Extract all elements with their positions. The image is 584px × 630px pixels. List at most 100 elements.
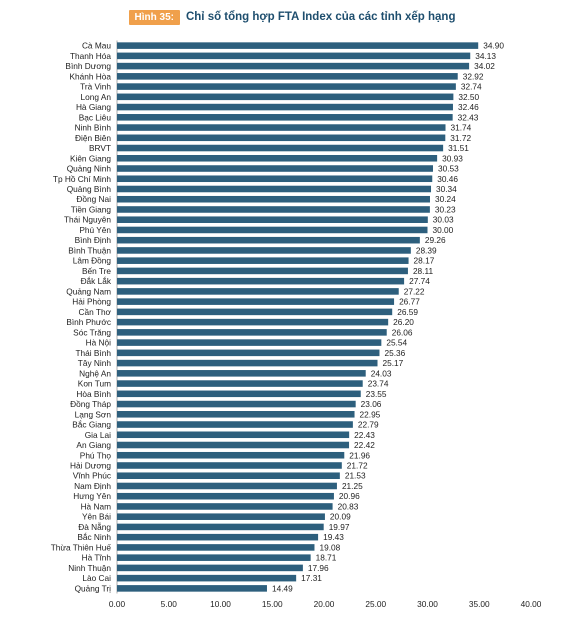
- bar: [117, 134, 446, 142]
- data-label: 30.23: [435, 204, 456, 214]
- data-label: 21.96: [349, 450, 370, 460]
- bar: [117, 482, 337, 490]
- category-label: Trà Vinh: [80, 82, 111, 92]
- data-label: 30.03: [433, 215, 454, 225]
- x-tick-label: 20.00: [314, 599, 335, 609]
- bar: [117, 257, 409, 264]
- bar: [117, 380, 363, 387]
- category-label: Đắk Lắk: [81, 276, 112, 286]
- x-tick-label: 15.00: [262, 599, 283, 609]
- data-label: 21.25: [342, 481, 363, 491]
- data-label: 26.20: [393, 317, 414, 327]
- bar: [117, 523, 324, 531]
- data-label: 20.09: [330, 512, 351, 522]
- category-label: Bắc Ninh: [77, 532, 111, 542]
- data-label: 31.51: [448, 143, 469, 153]
- category-label: Gia Lai: [85, 430, 111, 440]
- data-label: 29.26: [425, 235, 446, 245]
- category-label: Thanh Hóa: [70, 51, 111, 61]
- bar: [117, 370, 366, 377]
- data-label: 25.36: [384, 348, 405, 358]
- category-label: Đồng Tháp: [70, 399, 111, 409]
- category-label: Yên Bái: [82, 512, 111, 522]
- bar: [117, 544, 315, 551]
- category-label: Kon Tum: [78, 379, 111, 389]
- data-label: 19.08: [319, 542, 340, 552]
- category-label: Thái Nguyên: [64, 215, 111, 225]
- category-label: Bình Dương: [65, 61, 111, 71]
- bar: [117, 513, 325, 520]
- bar: [117, 421, 353, 428]
- bar: [117, 318, 389, 326]
- data-label: 32.46: [458, 102, 479, 112]
- bar: [117, 554, 311, 561]
- category-label: Lâm Đồng: [73, 256, 112, 266]
- bar: [117, 226, 428, 234]
- data-label: 32.92: [463, 71, 484, 81]
- category-label: Tây Ninh: [78, 358, 112, 368]
- data-label: 20.96: [339, 491, 360, 501]
- bar: [117, 400, 356, 408]
- data-label: 14.49: [272, 583, 293, 593]
- data-label: 17.31: [301, 573, 322, 583]
- data-label: 23.55: [366, 389, 387, 399]
- data-label: 34.02: [474, 61, 495, 71]
- bar: [117, 503, 333, 510]
- data-label: 32.50: [458, 92, 479, 102]
- category-label: Hà Nội: [86, 338, 112, 348]
- data-label: 28.11: [413, 266, 434, 276]
- bar: [117, 411, 355, 418]
- category-label: Thái Bình: [75, 348, 111, 358]
- data-label: 20.83: [338, 501, 359, 511]
- category-label: Long An: [81, 92, 112, 102]
- category-label: Kiên Giang: [70, 153, 111, 163]
- data-label: 19.97: [329, 522, 350, 532]
- bar: [117, 73, 458, 80]
- category-label: Bình Phước: [66, 317, 111, 327]
- bar: [117, 564, 303, 572]
- bar: [117, 62, 470, 70]
- data-label: 19.43: [323, 532, 344, 542]
- category-label: Đồng Nai: [76, 194, 111, 204]
- category-label: Ninh Thuận: [68, 563, 111, 573]
- bar: [117, 585, 267, 592]
- category-label: An Giang: [76, 440, 111, 450]
- bar: [117, 195, 430, 203]
- bar: [117, 492, 334, 500]
- category-label: Quảng Nam: [66, 286, 111, 296]
- category-label: Phú Yên: [79, 225, 111, 235]
- bar: [117, 359, 378, 367]
- category-label: Bắc Giang: [72, 420, 111, 430]
- category-label: Cần Thơ: [79, 307, 112, 317]
- bar: [117, 298, 395, 305]
- data-label: 21.53: [345, 471, 366, 481]
- data-label: 31.74: [451, 123, 472, 133]
- bar: [117, 288, 399, 295]
- bar: [117, 216, 428, 223]
- data-label: 27.74: [409, 276, 430, 286]
- bar: [117, 42, 479, 49]
- bar: [117, 462, 342, 469]
- category-label: Ninh Bình: [75, 123, 112, 133]
- data-label: 22.95: [360, 409, 381, 419]
- bar: [117, 93, 454, 101]
- data-label: 22.42: [354, 440, 375, 450]
- data-label: 32.74: [461, 82, 482, 92]
- category-label: Tiền Giang: [71, 204, 112, 214]
- data-label: 22.43: [354, 430, 375, 440]
- category-label: Sóc Trăng: [73, 327, 111, 337]
- data-label: 32.43: [458, 112, 479, 122]
- category-label: Bạc Liêu: [79, 112, 112, 122]
- bar: [117, 83, 456, 90]
- data-label: 31.72: [450, 133, 471, 143]
- bar: [117, 185, 432, 193]
- bar: [117, 165, 433, 172]
- category-label: Nghệ An: [79, 368, 111, 378]
- data-label: 27.22: [404, 286, 425, 296]
- category-label: Hà Tĩnh: [82, 553, 112, 563]
- category-label: Tp Hồ Chí Minh: [53, 174, 111, 184]
- figure-number-badge: Hình 35:: [128, 9, 180, 25]
- category-label: BRVT: [89, 143, 111, 153]
- data-label: 28.39: [416, 245, 437, 255]
- data-label: 26.77: [399, 297, 420, 307]
